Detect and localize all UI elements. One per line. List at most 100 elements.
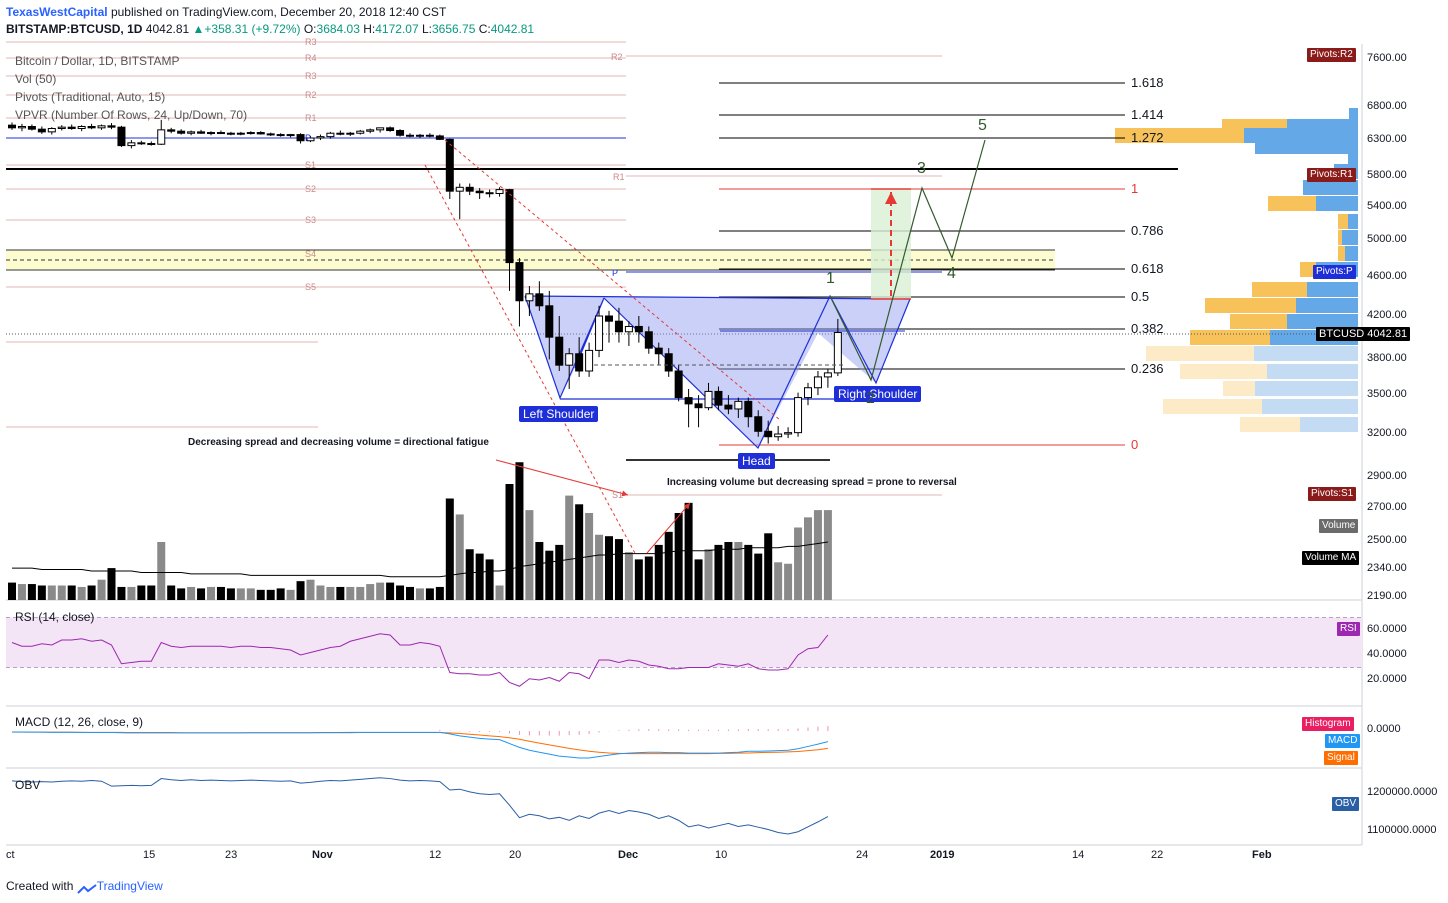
symbol-line: BITSTAMP:BTCUSD, 1D 4042.81 ▲+358.31 (+9… bbox=[6, 22, 535, 36]
candle-body-58 bbox=[585, 349, 594, 372]
volume-bar-23 bbox=[236, 588, 245, 600]
candle-body-61 bbox=[614, 320, 623, 333]
last-price: 4042.81 bbox=[145, 22, 190, 36]
candle-body-29 bbox=[296, 134, 305, 142]
candle-body-0 bbox=[8, 124, 16, 129]
pivot-label-left-1: R4 bbox=[305, 53, 317, 63]
vpvr-down-row-20 bbox=[1240, 417, 1300, 432]
volume-bar-61 bbox=[614, 539, 623, 600]
volume-bar-34 bbox=[346, 586, 355, 600]
vpvr-up-row-3 bbox=[1255, 139, 1358, 154]
left-shoulder-line bbox=[524, 295, 605, 400]
volume-bar-19 bbox=[197, 588, 206, 600]
wave-label-3: 3 bbox=[917, 160, 926, 177]
volume-bar-1 bbox=[17, 584, 26, 600]
reversal-note: Increasing volume but decreasing spread … bbox=[667, 477, 957, 488]
pivot-label-left-0: R3 bbox=[305, 37, 317, 47]
vpvr-up-row-9 bbox=[1342, 230, 1358, 245]
volume-bar-70 bbox=[704, 549, 713, 600]
wave-label-4: 4 bbox=[947, 265, 956, 282]
volume-bar-60 bbox=[605, 536, 613, 600]
pattern-fill bbox=[525, 296, 910, 448]
volume-bar-28 bbox=[286, 589, 295, 600]
vpvr-up-row-0 bbox=[1349, 108, 1358, 123]
fatigue-arrow bbox=[495, 459, 629, 497]
volume-bar-29 bbox=[296, 581, 305, 600]
time-tick-11: 14 bbox=[1072, 849, 1085, 861]
fib-label-4: 0.786 bbox=[1131, 223, 1164, 238]
volume-bar-41 bbox=[415, 588, 424, 600]
chart-canvas[interactable] bbox=[0, 38, 1448, 868]
vpvr-down-row-10 bbox=[1338, 246, 1345, 261]
vpvr-up-row-8 bbox=[1348, 214, 1358, 229]
macd-pane bbox=[12, 725, 829, 759]
vpvr-down-row-11 bbox=[1300, 262, 1316, 277]
time-tick-6: Dec bbox=[618, 849, 639, 861]
fib-label-6: 0.5 bbox=[1131, 289, 1150, 304]
price-change: +358.31 (+9.72%) bbox=[204, 22, 301, 36]
volume-bar-24 bbox=[246, 588, 255, 600]
vpvr-down-row-9 bbox=[1338, 230, 1342, 245]
volume-bar-0 bbox=[8, 582, 16, 600]
candle-body-43 bbox=[435, 135, 444, 140]
candle-body-33 bbox=[336, 132, 345, 135]
author-link[interactable]: TexasWestCapital bbox=[6, 5, 108, 19]
candle-body-12 bbox=[127, 142, 136, 147]
volume-bar-78 bbox=[784, 563, 793, 600]
footer-brand[interactable]: TradingView bbox=[96, 879, 163, 893]
time-tick-10: 2019 bbox=[930, 849, 955, 861]
candle-body-81 bbox=[813, 376, 822, 389]
fatigue-note: Decreasing spread and decreasing volume … bbox=[188, 437, 489, 448]
candle-body-25 bbox=[256, 132, 265, 135]
candle-body-49 bbox=[495, 189, 504, 194]
vpvr-down-row-17 bbox=[1180, 364, 1267, 379]
time-tick-13: Feb bbox=[1252, 849, 1272, 861]
price-tick-5: 5000.00 bbox=[1367, 233, 1407, 246]
candle-body-70 bbox=[704, 390, 713, 409]
vpvr-down-row-7 bbox=[1268, 196, 1316, 211]
time-tick-3: Nov bbox=[312, 849, 333, 861]
vpvr-down-row-15 bbox=[1190, 330, 1270, 345]
open-value: 3684.03 bbox=[316, 22, 360, 36]
volume-bar-40 bbox=[406, 586, 414, 600]
volume-bar-77 bbox=[774, 562, 783, 600]
vpvr-up-row-4 bbox=[1348, 151, 1358, 166]
candle-body-68 bbox=[684, 397, 693, 405]
tag-pivots-p: Pivots:P bbox=[1313, 265, 1356, 279]
pivot-label-left-6: S1 bbox=[305, 160, 317, 170]
volume-bars bbox=[8, 462, 832, 600]
pivot-label-left-4: R1 bbox=[305, 113, 317, 123]
pivot-label-left-9: S4 bbox=[305, 249, 317, 259]
rsi-tick-1: 40.0000 bbox=[1367, 648, 1407, 660]
volume-bar-72 bbox=[724, 542, 733, 600]
volume-bar-27 bbox=[276, 588, 285, 600]
candle-body-74 bbox=[744, 400, 753, 418]
macd-tick-0: 0.0000 bbox=[1367, 723, 1401, 735]
volume-bar-17 bbox=[177, 588, 186, 600]
volume-bar-73 bbox=[734, 542, 743, 600]
price-tick-15: 2190.00 bbox=[1367, 590, 1407, 602]
price-tick-11: 2900.00 bbox=[1367, 470, 1407, 482]
candle-body-78 bbox=[784, 432, 793, 435]
rsi-line bbox=[11, 633, 829, 687]
candle-body-75 bbox=[754, 416, 763, 432]
candle-body-26 bbox=[266, 133, 275, 136]
vpvr-histogram bbox=[1115, 108, 1358, 432]
wave-label-2: 2 bbox=[866, 390, 875, 407]
tag-obv: OBV bbox=[1332, 797, 1360, 811]
time-tick-1: 15 bbox=[143, 849, 156, 861]
footer-created: Created with bbox=[6, 879, 74, 893]
candle-body-30 bbox=[306, 137, 315, 142]
reversal-arrow bbox=[646, 502, 691, 554]
obv-line bbox=[11, 777, 829, 835]
time-tick-7: 10 bbox=[715, 849, 728, 861]
legend-vpvr: VPVR (Number Of Rows, 24, Up/Down, 70) bbox=[15, 108, 248, 122]
vpvr-down-row-16 bbox=[1146, 346, 1254, 361]
volume-bar-51 bbox=[515, 462, 524, 600]
fib-label-3: 1 bbox=[1131, 181, 1139, 196]
obv-label: OBV bbox=[15, 778, 41, 792]
volume-bar-36 bbox=[366, 584, 375, 600]
obv-pane bbox=[11, 777, 829, 835]
time-tick-5: 20 bbox=[509, 849, 522, 861]
candle-body-18 bbox=[187, 131, 196, 134]
